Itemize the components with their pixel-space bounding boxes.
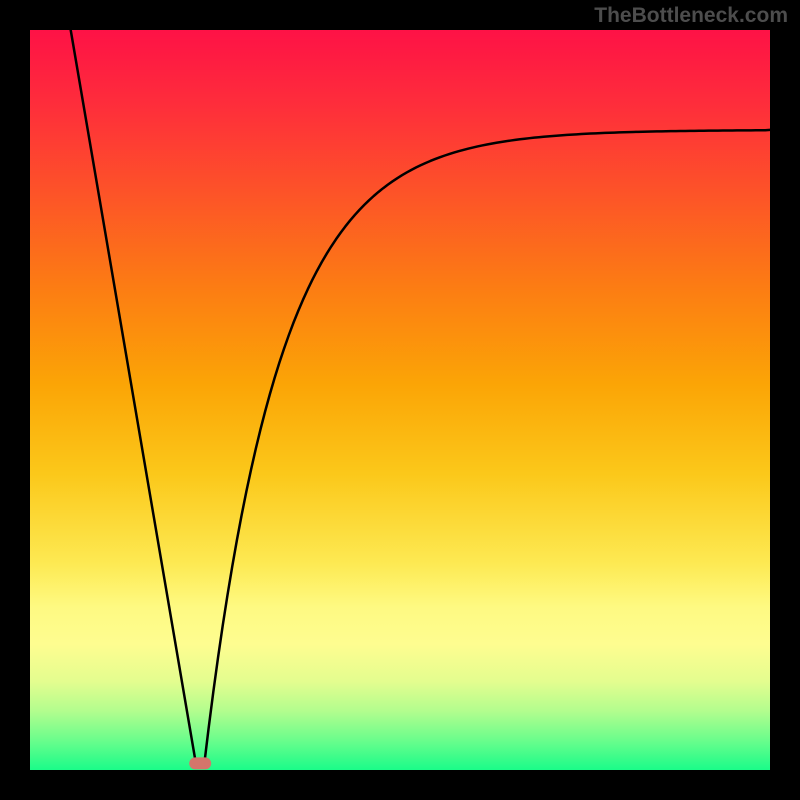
watermark-text: TheBottleneck.com — [594, 4, 788, 28]
minimum-marker — [189, 757, 211, 769]
bottleneck-chart: TheBottleneck.com — [0, 0, 800, 800]
chart-svg — [0, 0, 800, 800]
plot-background — [30, 30, 770, 770]
